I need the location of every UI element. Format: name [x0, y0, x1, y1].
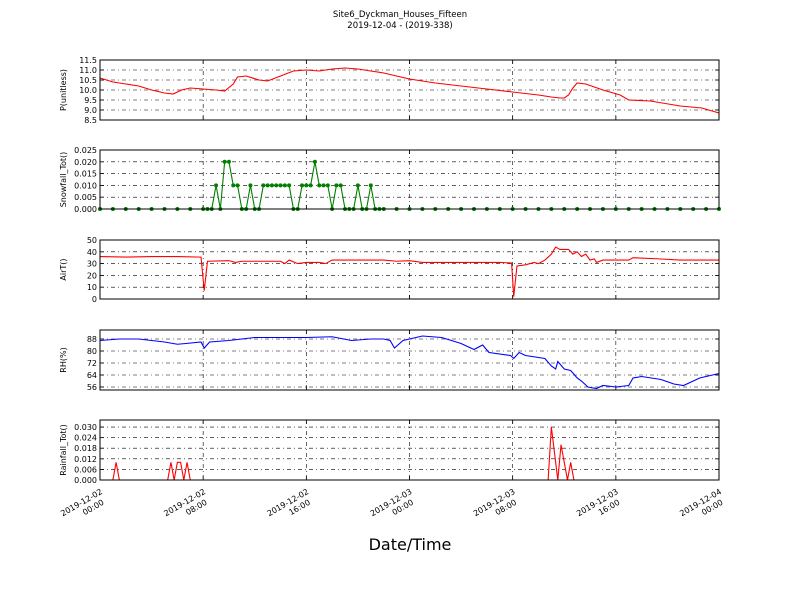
data-line: [99, 246, 719, 297]
y-tick-label: 0.020: [74, 158, 97, 167]
plot-frame: [99, 149, 720, 210]
y-tick-label: 0.015: [74, 170, 97, 179]
y-tick-label: 56: [87, 383, 97, 392]
y-tick-label: 40: [87, 248, 97, 257]
data-point: [287, 183, 292, 188]
data-point: [368, 183, 373, 188]
chart-title: Site6_Dyckman_Houses_Fifteen: [333, 10, 467, 20]
data-point: [235, 183, 240, 188]
data-point: [226, 159, 231, 164]
data-point: [222, 159, 227, 164]
plot-frame: [99, 329, 720, 391]
y-axis-label: RH(%): [59, 347, 68, 372]
x-axis-label: Date/Time: [369, 535, 452, 554]
y-tick-label: 0.018: [74, 444, 97, 453]
data-point: [308, 183, 313, 188]
data-point: [300, 183, 305, 188]
data-point: [261, 183, 266, 188]
y-tick-label: 10: [87, 283, 97, 292]
data-point: [355, 183, 360, 188]
y-tick-label: 50: [87, 236, 97, 245]
y-tick-label: 10.5: [79, 76, 97, 85]
data-point: [231, 183, 236, 188]
y-tick-label: 0: [92, 295, 97, 304]
panel: 8.59.09.510.010.511.011.5 P(unitless): [59, 56, 720, 125]
data-point: [214, 183, 219, 188]
y-tick-label: 72: [87, 359, 97, 368]
y-tick-label: 0.025: [74, 146, 97, 155]
plot-frame: [99, 59, 720, 121]
y-tick-label: 30: [87, 260, 97, 269]
data-line: [99, 335, 720, 390]
y-axis-label: P(unitless): [59, 69, 68, 111]
data-point: [278, 183, 283, 188]
y-tick-label: 80: [87, 347, 97, 356]
y-tick-label: 64: [87, 371, 97, 380]
y-tick-label: 0.000: [74, 205, 97, 214]
panel: 0 10 20 30 40 50 AirT(): [59, 236, 720, 304]
y-tick-label: 0.005: [74, 193, 97, 202]
data-point: [312, 159, 317, 164]
y-tick-label: 0.006: [74, 465, 97, 474]
y-tick-label: 9.0: [84, 106, 97, 115]
plot-frame: [99, 419, 720, 481]
data-point: [317, 183, 322, 188]
plot-frame: [99, 239, 720, 300]
data-point: [265, 183, 270, 188]
panel: 56 64 72 80 88 RH(%): [59, 329, 720, 392]
panel: 0.000 0.005 0.010 0.015 0.020 0.025 Snowfall_T…: [59, 146, 721, 214]
y-axis-label: Rainfall_Tot(): [59, 424, 68, 476]
data-point: [304, 183, 309, 188]
y-tick-label: 9.5: [84, 96, 97, 105]
y-tick-label: 11.5: [79, 56, 97, 65]
y-tick-label: 10.0: [79, 86, 97, 95]
y-tick-label: 0.010: [74, 181, 97, 190]
data-line: [99, 67, 720, 114]
y-axis-label: AirT(): [59, 258, 68, 280]
data-point: [248, 183, 253, 188]
y-tick-label: 88: [87, 335, 97, 344]
data-point: [334, 183, 339, 188]
y-tick-label: 0.024: [74, 434, 97, 443]
chart-subtitle: 2019-12-04 - (2019-338): [347, 21, 452, 31]
data-point: [325, 183, 330, 188]
y-tick-label: 20: [87, 271, 97, 280]
y-tick-label: 8.5: [84, 116, 97, 125]
data-point: [338, 183, 343, 188]
y-tick-label: 11.0: [79, 66, 97, 75]
y-axis-label: Snowfall_Tot(): [59, 152, 68, 208]
data-point: [269, 183, 274, 188]
y-tick-label: 0.030: [74, 423, 97, 432]
data-point: [321, 183, 326, 188]
y-tick-label: 0.012: [74, 455, 97, 464]
y-tick-label: 0.000: [74, 476, 97, 485]
data-point: [282, 183, 287, 188]
data-point: [274, 183, 279, 188]
